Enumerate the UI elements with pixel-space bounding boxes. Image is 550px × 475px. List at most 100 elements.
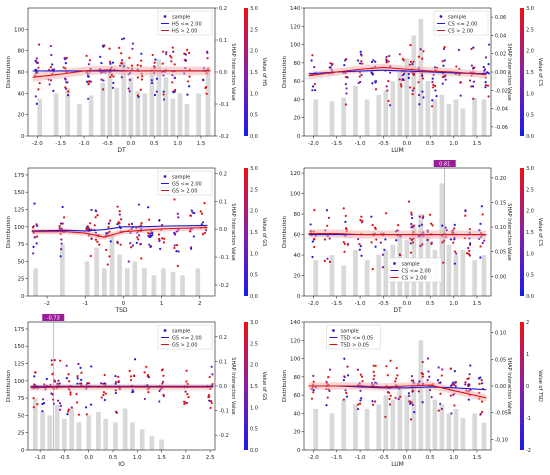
sample-point	[479, 222, 482, 225]
sample-point	[173, 76, 176, 80]
sample-point	[66, 81, 69, 84]
sample-point	[190, 246, 193, 249]
sample-point	[326, 396, 329, 399]
sample-point	[360, 60, 363, 63]
sample-point	[132, 390, 135, 393]
y-tick-label: 80	[294, 61, 301, 67]
legend-label: sample	[172, 175, 190, 181]
sample-point	[89, 403, 93, 406]
distribution-bar	[376, 94, 382, 136]
sample-point	[418, 215, 421, 218]
sample-point	[420, 223, 423, 226]
distribution-bar	[86, 415, 92, 450]
shap-tick-label: 0.1	[219, 38, 227, 44]
distribution-bar	[446, 104, 452, 136]
sample-point	[441, 224, 444, 227]
sample-point	[100, 396, 103, 399]
sample-point	[49, 44, 52, 48]
distribution-bar	[139, 429, 145, 450]
sample-point	[184, 53, 187, 56]
x-axis-label: DT	[117, 147, 126, 154]
confidence-band	[308, 63, 487, 80]
sample-point	[32, 245, 35, 248]
sample-point	[94, 216, 97, 219]
sample-point	[387, 99, 390, 103]
sample-point	[328, 368, 332, 371]
sample-point	[143, 371, 146, 374]
sample-point	[487, 95, 490, 98]
sample-point	[440, 374, 443, 377]
sample-point	[410, 238, 413, 242]
sample-point	[313, 245, 316, 249]
legend-label: sample	[172, 15, 190, 21]
sample-point	[111, 86, 115, 89]
sample-point	[470, 85, 473, 88]
distribution-bar	[439, 183, 445, 296]
sample-point	[161, 368, 164, 371]
sample-point	[141, 75, 144, 78]
sample-point	[310, 59, 313, 62]
sample-point	[328, 66, 331, 69]
sample-point	[441, 241, 444, 244]
threshold-badge	[433, 160, 456, 167]
sample-point	[130, 246, 133, 249]
shap-tick-label: 0.2	[219, 6, 227, 12]
sample-point	[107, 226, 110, 229]
sample-point	[188, 51, 191, 54]
sample-point	[158, 218, 161, 222]
sample-point	[436, 379, 440, 382]
sample-point	[200, 212, 204, 215]
sample-point	[186, 393, 189, 396]
sample-point	[312, 391, 315, 394]
colorbar-tick-label: 2.5	[526, 187, 534, 193]
x-tick-label: -1.5	[331, 141, 342, 147]
value-axis-label: Value of TSD	[537, 370, 543, 402]
sample-point	[175, 243, 179, 247]
x-tick-label: 1	[160, 301, 164, 307]
sample-point	[208, 399, 211, 402]
sample-point	[426, 379, 429, 382]
shap-tick-label: 0.05	[495, 250, 506, 256]
colorbar-tick-label: 0.0	[526, 134, 534, 140]
sample-point	[162, 374, 165, 377]
sample-point	[360, 375, 364, 378]
sample-point	[131, 47, 134, 50]
sample-point	[140, 222, 143, 225]
chart-panel-1: -2.0 -1.5 -1.0 -0.5 0.0 0.5 1.0 1.5 DT 0 20 40 60 80 1…	[6, 6, 267, 154]
sample-point	[431, 105, 434, 108]
sample-point	[345, 391, 348, 395]
sample-point	[481, 241, 484, 245]
distribution-bar	[84, 261, 90, 296]
sample-point	[385, 212, 388, 215]
sample-point	[359, 219, 362, 222]
sample-point	[331, 62, 334, 66]
sample-point	[326, 224, 329, 227]
sample-point	[454, 385, 457, 388]
sample-point	[173, 233, 177, 236]
distribution-bar	[94, 247, 100, 296]
sample-point	[155, 90, 158, 93]
sample-point	[65, 56, 68, 60]
sample-point	[52, 89, 55, 92]
sample-point	[37, 88, 40, 91]
colorbar-tick-label: 0.5	[250, 427, 258, 433]
sample-point	[374, 81, 377, 84]
distribution-bar	[107, 72, 113, 136]
sample-point	[120, 38, 124, 41]
sample-point	[309, 223, 312, 226]
sample-point	[410, 213, 413, 216]
sample-point	[388, 104, 392, 107]
sample-point	[100, 382, 103, 385]
x-tick-label: 0.5	[150, 141, 159, 147]
sample-point	[468, 384, 471, 387]
sample-point	[399, 83, 403, 86]
colorbar-tick-label: 2.0	[526, 209, 534, 215]
sample-point	[344, 75, 347, 79]
sample-point	[472, 46, 475, 49]
sample-point	[154, 58, 157, 61]
sample-point	[410, 375, 414, 378]
x-tick-label: 2.0	[181, 455, 190, 461]
sample-point	[116, 241, 119, 245]
sample-point	[409, 418, 413, 421]
distribution-bar	[101, 268, 107, 296]
